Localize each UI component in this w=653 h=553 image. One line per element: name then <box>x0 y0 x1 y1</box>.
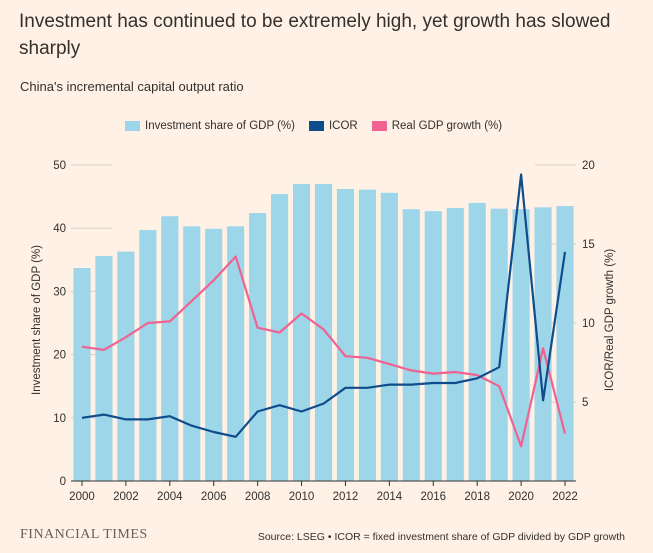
legend-item-investment: Investment share of GDP (%) <box>125 120 295 132</box>
legend-label-icor: ICOR <box>328 120 358 132</box>
x-tick-label: 2008 <box>245 491 271 503</box>
y-tick-label-right: 10 <box>582 318 595 330</box>
bar-investment <box>73 268 91 481</box>
chart-legend: Investment share of GDP (%) ICOR Real GD… <box>125 120 516 132</box>
y-tick-label-left: 40 <box>53 223 66 235</box>
line-icor <box>81 173 567 438</box>
y-tick-label-right: 20 <box>582 160 595 172</box>
bar-investment <box>424 211 442 482</box>
x-tick-label: 2022 <box>552 491 578 503</box>
x-tick-label: 2014 <box>377 491 403 503</box>
y-axis-title-right: ICOR/Real GDP growth (%) <box>604 249 616 391</box>
x-tick-label: 2000 <box>69 491 95 503</box>
bar-investment <box>380 192 398 482</box>
bar-investment <box>249 213 267 482</box>
y-axis-title-left: Investment share of GDP (%) <box>31 245 43 395</box>
bar-investment <box>556 206 574 481</box>
x-tick-label: 2006 <box>201 491 227 503</box>
bar-investment <box>183 226 201 481</box>
y-tick-label-left: 0 <box>60 476 66 488</box>
bar-investment <box>314 183 333 481</box>
legend-swatch-gdp <box>371 121 387 131</box>
chart-title: Investment has continued to be extremely… <box>19 11 611 59</box>
x-tick-label: 2004 <box>157 491 183 503</box>
legend-swatch-investment <box>125 121 140 131</box>
bar-investment <box>358 189 376 481</box>
x-tick-label: 2016 <box>420 491 446 503</box>
y-tick-label-right: 15 <box>582 239 595 251</box>
legend-label-gdp: Real GDP growth (%) <box>391 120 503 132</box>
bar-investment <box>402 209 420 482</box>
bar-investment <box>139 230 157 481</box>
x-tick-label: 2018 <box>464 491 490 503</box>
legend-item-icor: ICOR <box>308 120 358 132</box>
x-tick-label: 2020 <box>508 491 534 503</box>
y-tick-label-left: 10 <box>53 413 66 425</box>
legend-label-investment: Investment share of GDP (%) <box>145 120 295 132</box>
bars-investment <box>73 183 574 482</box>
y-tick-label-left: 50 <box>53 160 66 172</box>
bar-investment <box>117 251 135 481</box>
legend-item-gdp: Real GDP growth (%) <box>371 120 503 132</box>
bar-investment <box>490 208 508 481</box>
legend-swatch-icor <box>308 121 324 131</box>
bar-investment <box>95 256 113 481</box>
y-tick-label-right: 5 <box>582 397 588 409</box>
source-note: Source: LSEG • ICOR = fixed investment s… <box>257 531 625 543</box>
chart-subtitle: China's incremental capital output ratio <box>20 79 244 94</box>
bar-investment <box>271 194 289 481</box>
x-tick-label: 2010 <box>289 491 315 503</box>
bar-investment <box>292 183 311 481</box>
lines <box>81 173 567 448</box>
axes: 0 10 20 30 40 50 5 10 15 20 2000 2002 2004 2006 2008 20… <box>53 160 595 503</box>
ft-logo: FINANCIAL TIMES <box>20 527 148 542</box>
bar-investment <box>227 226 245 481</box>
bar-investment <box>205 228 223 481</box>
bar-investment <box>446 207 464 481</box>
x-tick-label: 2002 <box>113 491 139 503</box>
bar-investment <box>161 216 179 481</box>
bar-investment <box>534 207 552 481</box>
line-gdp-growth <box>81 255 567 448</box>
bar-investment <box>468 202 486 482</box>
x-tick-label: 2012 <box>333 491 359 503</box>
bar-investment <box>336 189 355 482</box>
y-tick-label-left: 30 <box>53 286 66 298</box>
y-tick-label-left: 20 <box>53 350 66 362</box>
bar-investment <box>512 209 530 482</box>
